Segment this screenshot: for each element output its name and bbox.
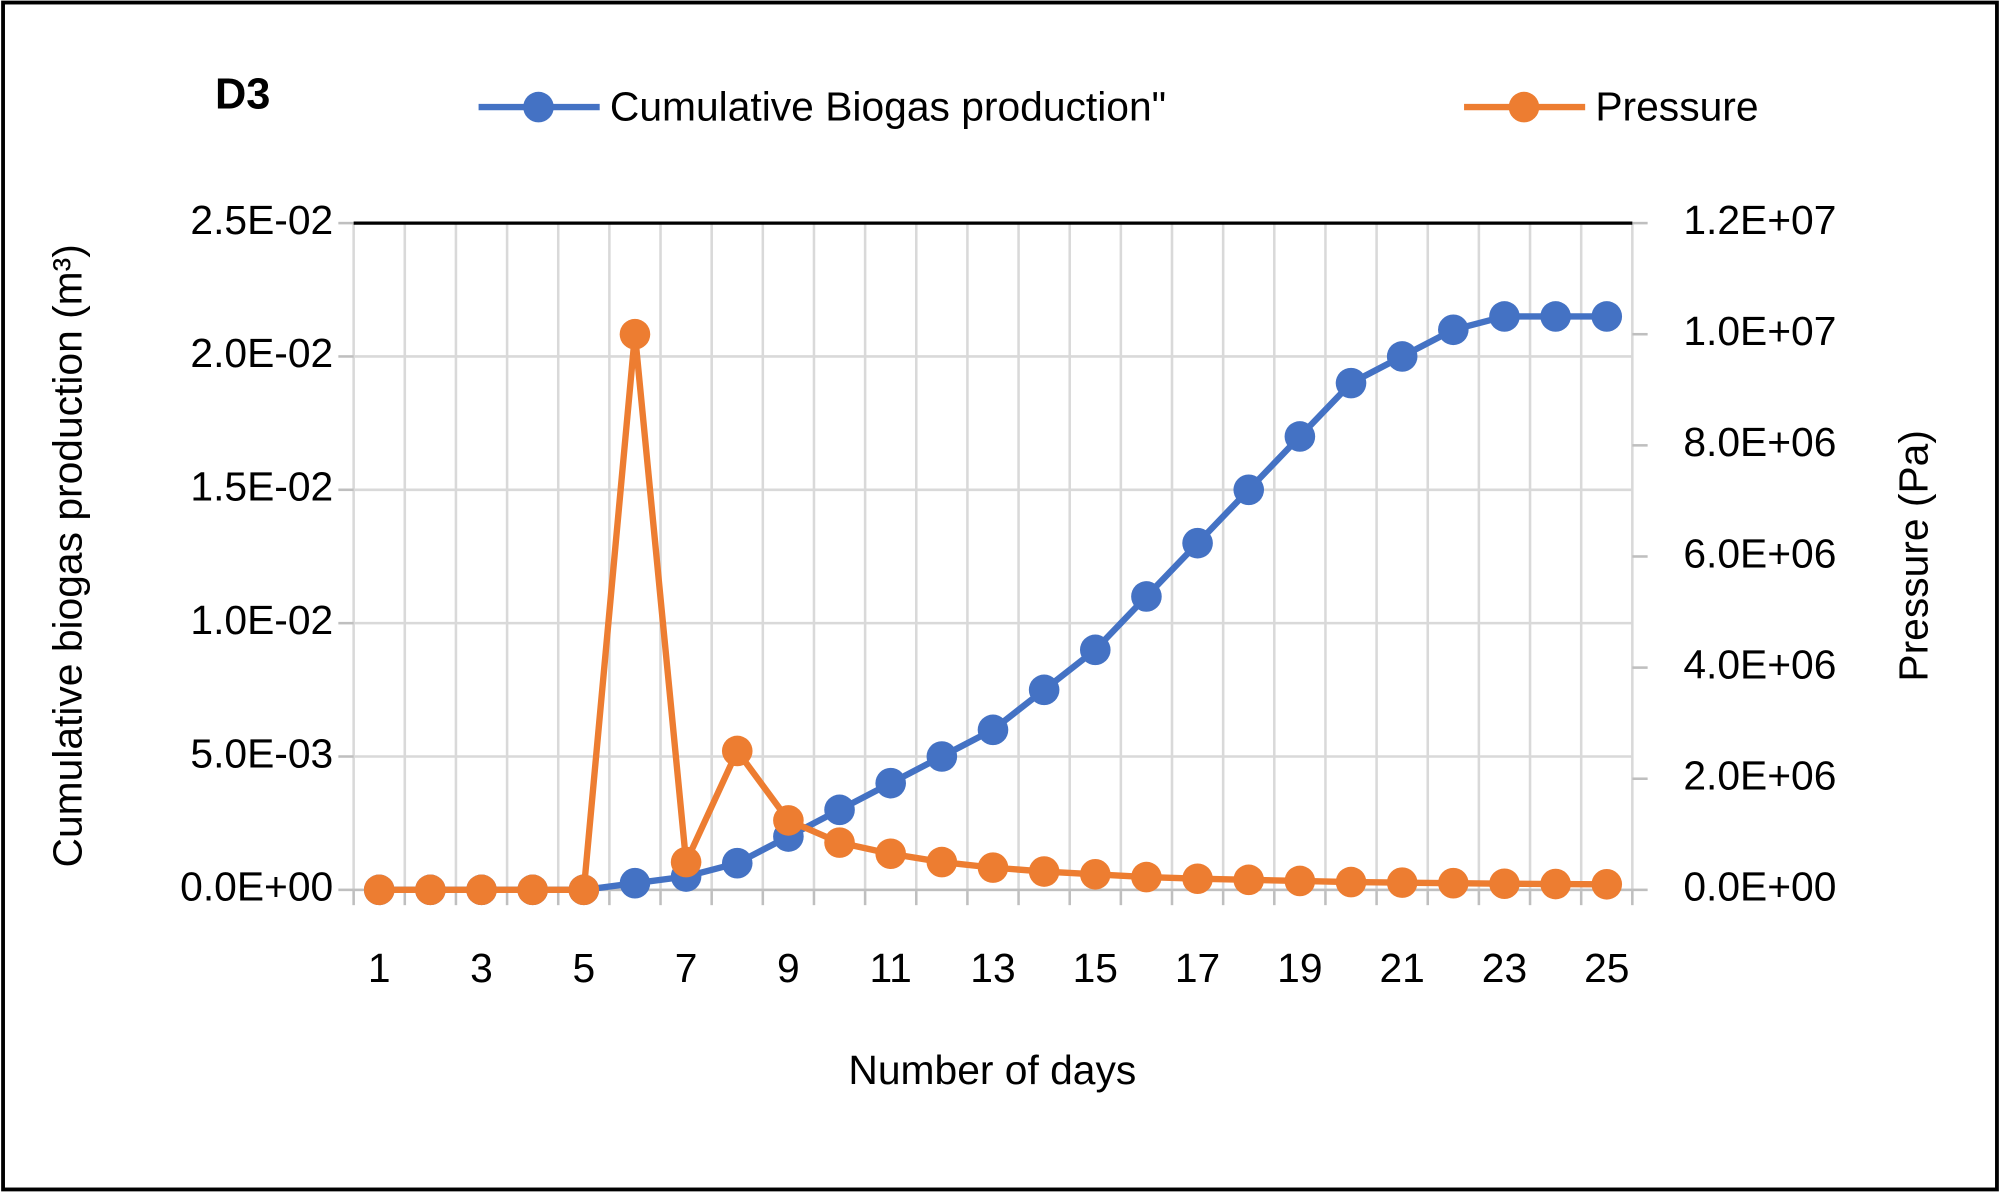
point (721, 847, 753, 879)
x-tick-label: 7 (675, 945, 698, 991)
point (824, 827, 855, 858)
y2-axis-label: Pressure (Pa) (1890, 430, 1936, 682)
y2-tick-label: 6.0E+06 (1683, 530, 1836, 576)
y2-tick-label: 1.2E+07 (1683, 197, 1836, 243)
chart-title: D3 (215, 70, 270, 118)
x-tick-label: 17 (1175, 945, 1220, 991)
x-tick-label: 5 (572, 945, 595, 991)
point (568, 874, 600, 906)
point (1489, 301, 1520, 332)
point (773, 805, 804, 836)
y2-tick-label: 4.0E+06 (1683, 641, 1836, 687)
y2-tick-label: 8.0E+06 (1683, 419, 1836, 465)
point (926, 846, 958, 878)
point (1028, 674, 1060, 706)
point (1131, 581, 1162, 612)
y2-tick-label: 2.0E+06 (1683, 753, 1836, 799)
x-tick-label: 19 (1277, 945, 1322, 991)
point (824, 794, 855, 826)
legend-swatch (523, 91, 554, 123)
point (1540, 868, 1571, 900)
point (977, 852, 1009, 883)
x-tick-label: 11 (870, 945, 912, 991)
x-tick-label: 25 (1584, 945, 1629, 991)
y-tick-label: 2.0E-02 (190, 330, 333, 376)
point (1284, 421, 1316, 452)
point (517, 874, 548, 906)
point (1591, 301, 1623, 332)
point (1335, 367, 1367, 399)
y2-tick-label: 0.0E+00 (1683, 864, 1836, 910)
point (1540, 301, 1571, 332)
point (1335, 866, 1367, 898)
point (1079, 859, 1111, 890)
x-tick-label: 1 (368, 945, 391, 991)
point (875, 767, 906, 799)
y-tick-label: 2.5E-02 (190, 197, 333, 243)
y-tick-label: 1.0E-02 (190, 597, 333, 643)
x-tick-label: 15 (1073, 945, 1118, 991)
y-tick-label: 1.5E-02 (190, 464, 333, 510)
x-tick-label: 23 (1482, 945, 1527, 991)
point (363, 874, 395, 906)
point (1131, 861, 1162, 893)
point (1233, 864, 1265, 896)
point (1438, 314, 1469, 346)
point (670, 846, 702, 878)
point (1233, 474, 1265, 506)
point (1284, 865, 1316, 897)
point (1182, 863, 1213, 895)
point (1489, 868, 1520, 900)
x-tick-label: 9 (777, 945, 800, 991)
x-axis-label: Number of days (848, 1047, 1136, 1093)
point (415, 874, 446, 906)
point (1438, 867, 1469, 899)
y2-tick-label: 1.0E+07 (1683, 308, 1836, 354)
legend-label: Cumulative Biogas production" (610, 83, 1166, 129)
x-tick-label: 3 (470, 945, 493, 991)
y-tick-label: 5.0E-03 (190, 730, 333, 776)
point (977, 714, 1009, 746)
point (619, 867, 651, 899)
point (875, 838, 906, 870)
point (466, 874, 497, 906)
point (721, 735, 753, 767)
point (1386, 867, 1418, 898)
y-tick-label: 0.0E+00 (180, 864, 333, 910)
x-tick-label: 13 (970, 945, 1015, 991)
point (1386, 341, 1418, 372)
point (1079, 634, 1111, 666)
point (1591, 869, 1623, 900)
y-axis-label: Cumulative biogas production (m³) (44, 244, 90, 867)
legend-label: Pressure (1595, 83, 1758, 129)
x-tick-label: 21 (1379, 945, 1424, 991)
point (1028, 856, 1060, 887)
point (619, 318, 651, 350)
point (926, 741, 958, 772)
point (1182, 527, 1213, 559)
legend-swatch (1508, 91, 1540, 123)
